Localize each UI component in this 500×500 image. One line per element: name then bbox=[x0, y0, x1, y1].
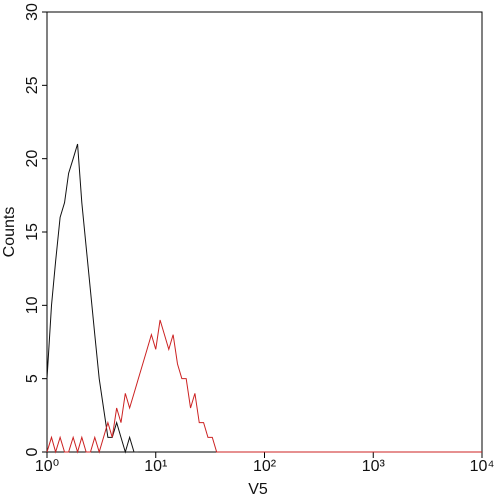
y-axis-label: Counts bbox=[1, 207, 18, 258]
y-tick-label: 5 bbox=[24, 374, 41, 383]
y-tick-label: 15 bbox=[24, 223, 41, 241]
histogram-line bbox=[46, 319, 482, 454]
x-axis-label: V5 bbox=[248, 481, 268, 498]
plot-frame bbox=[46, 11, 483, 453]
y-tick-label: 30 bbox=[24, 3, 41, 21]
x-tick-label: 10³ bbox=[362, 458, 386, 475]
x-tick-label: 10¹ bbox=[144, 458, 167, 475]
histogram-line bbox=[46, 143, 139, 454]
y-tick-label: 25 bbox=[24, 76, 41, 94]
y-tick-label: 20 bbox=[24, 150, 41, 168]
y-tick-label: 0 bbox=[24, 447, 41, 456]
x-tick-label: 10⁴ bbox=[470, 458, 495, 475]
x-tick-label: 10⁰ bbox=[35, 458, 59, 475]
x-tick-label: 10² bbox=[253, 458, 277, 475]
y-tick-label: 10 bbox=[24, 296, 41, 314]
